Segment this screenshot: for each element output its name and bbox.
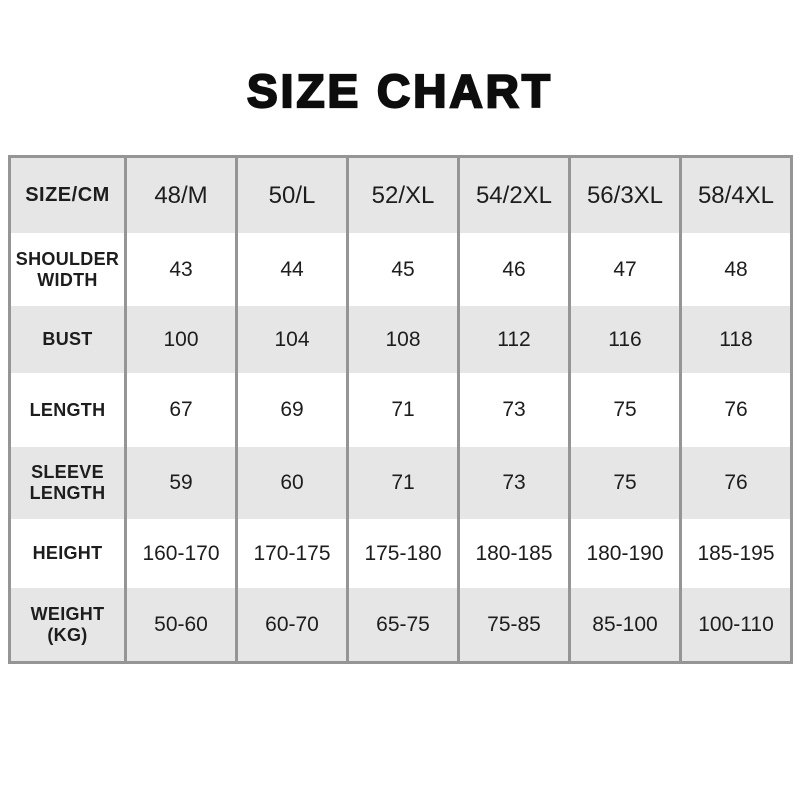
table-row-shoulder-width: SHOULDER WIDTH 43 44 45 46 47 48 <box>11 233 790 306</box>
row-label: BUST <box>42 329 93 350</box>
table-cell: 69 <box>235 373 346 447</box>
table-cell: 175-180 <box>346 519 457 588</box>
row-label: LENGTH <box>29 399 106 420</box>
table-cell: 185-195 <box>679 519 790 588</box>
table-cell: 65-75 <box>346 588 457 661</box>
table-cell: 75-85 <box>457 588 568 661</box>
table-row-length: LENGTH 67 69 71 73 75 76 <box>11 373 790 447</box>
table-cell: 100 <box>124 306 235 373</box>
table-cell: 100-110 <box>679 588 790 661</box>
table-cell: 180-190 <box>568 519 679 588</box>
table-cell: 85-100 <box>568 588 679 661</box>
column-header-48-m: 48/M <box>124 158 235 233</box>
table-cell: 60 <box>235 447 346 519</box>
table-cell: 73 <box>457 373 568 447</box>
table-cell: 116 <box>568 306 679 373</box>
table-cell: 76 <box>679 373 790 447</box>
table-row-bust: BUST 100 104 108 112 116 118 <box>11 306 790 373</box>
table-cell: 170-175 <box>235 519 346 588</box>
table-cell: 46 <box>457 233 568 306</box>
column-header-54-2xl: 54/2XL <box>457 158 568 233</box>
column-header-size-cm: SIZE/CM <box>25 184 110 206</box>
table-cell: 160-170 <box>124 519 235 588</box>
row-label: HEIGHT <box>32 543 103 564</box>
table-row-weight-kg: WEIGHT (KG) 50-60 60-70 65-75 75-85 85-1… <box>11 588 790 661</box>
table-cell: 71 <box>346 373 457 447</box>
table-cell: 50-60 <box>124 588 235 661</box>
table-cell: 47 <box>568 233 679 306</box>
page-title: SIZE CHART <box>246 64 553 118</box>
column-header-56-3xl: 56/3XL <box>568 158 679 233</box>
table-cell: 59 <box>124 447 235 519</box>
table-cell: 60-70 <box>235 588 346 661</box>
column-header-52-xl: 52/XL <box>346 158 457 233</box>
table-cell: 75 <box>568 373 679 447</box>
table-cell: 104 <box>235 306 346 373</box>
table-cell: 118 <box>679 306 790 373</box>
table-cell: 71 <box>346 447 457 519</box>
table-row-height: HEIGHT 160-170 170-175 175-180 180-185 1… <box>11 519 790 588</box>
table-cell: 48 <box>679 233 790 306</box>
column-header-50-l: 50/L <box>235 158 346 233</box>
table-cell: 43 <box>124 233 235 306</box>
table-cell: 73 <box>457 447 568 519</box>
table-cell: 67 <box>124 373 235 447</box>
table-row-sleeve-length: SLEEVE LENGTH 59 60 71 73 75 76 <box>11 447 790 519</box>
size-chart-table: SIZE/CM 48/M 50/L 52/XL 54/2XL 56/3XL 58… <box>8 155 793 664</box>
row-label: SHOULDER WIDTH <box>15 248 120 290</box>
table-cell: 180-185 <box>457 519 568 588</box>
table-cell: 75 <box>568 447 679 519</box>
row-label: SLEEVE LENGTH <box>29 462 106 503</box>
column-header-58-4xl: 58/4XL <box>679 158 790 233</box>
table-cell: 45 <box>346 233 457 306</box>
table-cell: 44 <box>235 233 346 306</box>
table-cell: 76 <box>679 447 790 519</box>
row-label: WEIGHT (KG) <box>30 603 105 645</box>
table-header-row: SIZE/CM 48/M 50/L 52/XL 54/2XL 56/3XL 58… <box>11 158 790 233</box>
table-cell: 112 <box>457 306 568 373</box>
table-cell: 108 <box>346 306 457 373</box>
